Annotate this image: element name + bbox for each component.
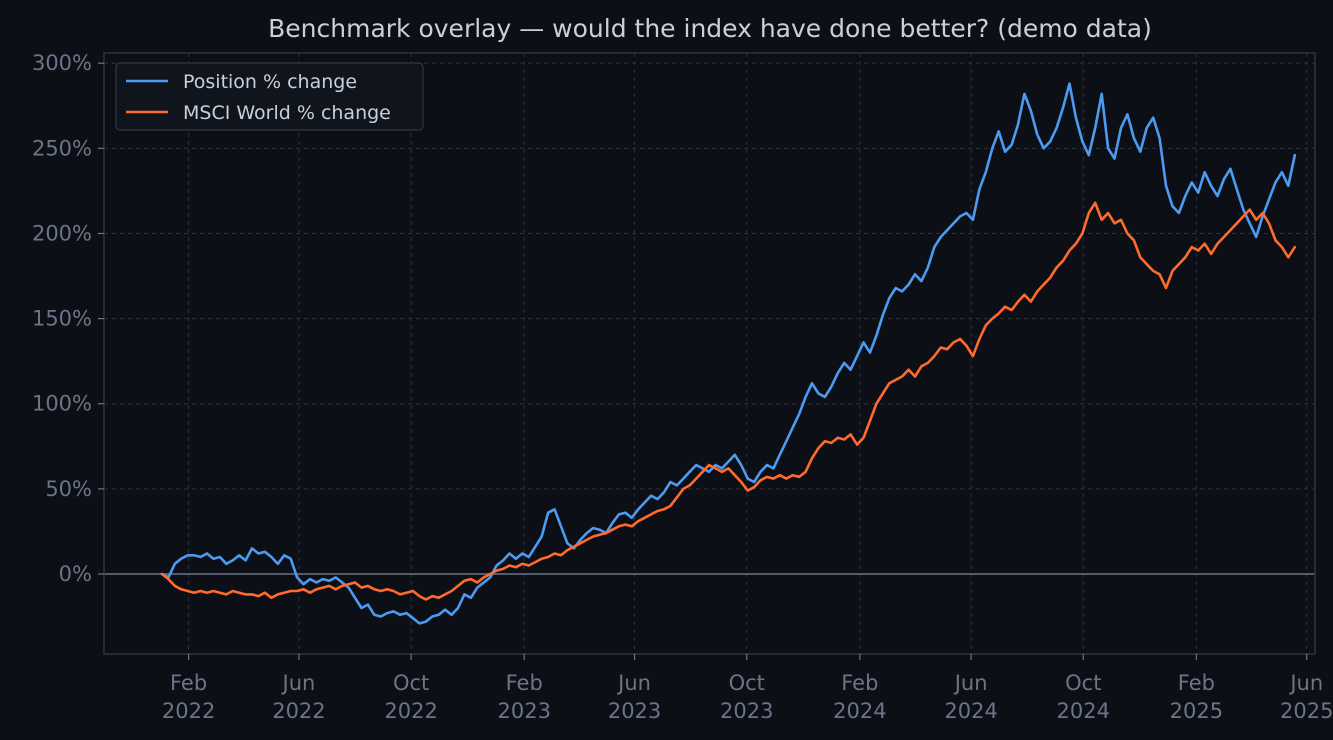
x-tick-year: 2023 <box>608 699 661 723</box>
x-tick-year: 2023 <box>720 699 773 723</box>
x-tick-year: 2025 <box>1170 699 1223 723</box>
y-tick-label: 0% <box>59 562 92 586</box>
x-tick-year: 2024 <box>833 699 886 723</box>
x-tick-month: Feb <box>1178 671 1215 695</box>
legend-label: MSCI World % change <box>183 102 391 124</box>
x-tick-month: Oct <box>1065 671 1101 695</box>
legend: Position % change MSCI World % change <box>115 62 424 131</box>
x-tick-month: Oct <box>729 671 765 695</box>
x-tick-month: Feb <box>506 671 543 695</box>
series-line-position <box>160 82 1297 625</box>
series-line-msci-world <box>160 201 1297 601</box>
chart-title: Benchmark overlay — would the index have… <box>268 14 1152 43</box>
x-tick-month: Jun <box>953 671 988 695</box>
y-tick-label: 50% <box>45 477 92 501</box>
y-tick-label: 150% <box>32 307 92 331</box>
x-tick-month: Jun <box>281 671 316 695</box>
x-tick-year: 2025 <box>1280 699 1333 723</box>
y-tick-label: 100% <box>32 392 92 416</box>
x-tick-year: 2022 <box>272 699 325 723</box>
y-tick-label: 300% <box>32 51 92 75</box>
y-tick-label: 200% <box>32 221 92 245</box>
y-axis-ticks: 0% 50% 100% 150% 200% 250% 300% <box>32 51 104 586</box>
legend-box <box>115 62 424 131</box>
x-tick-year: 2022 <box>384 699 437 723</box>
plot-frame <box>103 52 1316 655</box>
x-axis-ticks: Feb 2022 Jun 2022 Oct 2022 Feb 2023 Jun 2023 Oct 20… <box>162 654 1333 723</box>
x-tick-year: 2023 <box>497 699 550 723</box>
x-tick-year: 2022 <box>162 699 215 723</box>
x-tick-month: Feb <box>170 671 207 695</box>
series-group <box>160 82 1297 625</box>
x-tick-month: Jun <box>1288 671 1323 695</box>
x-tick-month: Jun <box>616 671 651 695</box>
x-tick-year: 2024 <box>944 699 997 723</box>
legend-label: Position % change <box>183 71 357 93</box>
x-tick-month: Feb <box>841 671 878 695</box>
y-tick-label: 250% <box>32 136 92 160</box>
x-tick-month: Oct <box>393 671 429 695</box>
x-tick-year: 2024 <box>1057 699 1110 723</box>
grid <box>104 53 1315 654</box>
